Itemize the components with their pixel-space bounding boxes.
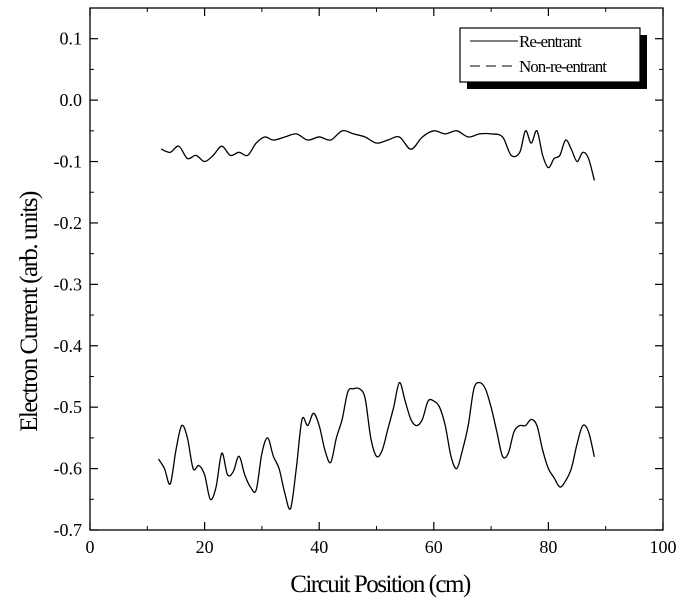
legend-box [459, 27, 641, 83]
y-tick-label: -0.4 [54, 336, 83, 356]
y-tick-label: -0.6 [54, 459, 83, 479]
x-axis-title: Circuit Position (cm) [290, 571, 471, 598]
y-tick-label: -0.5 [54, 397, 83, 417]
series-layer [158, 129, 595, 510]
y-tick-label: -0.7 [54, 520, 83, 540]
y-tick-label: -0.2 [54, 213, 83, 233]
series-line-re-entrant [160, 129, 595, 181]
x-tick-label: 0 [86, 537, 95, 557]
legend: Re-entrant Non-re-entrant [459, 27, 647, 89]
axis-ticks: 0 20 40 60 80 100 0.1 0.0 -0.1 -0.2 -0.3 -0.4 -0.5 -0… [54, 7, 677, 557]
x-tick-label: 100 [650, 537, 677, 557]
x-tick-label: 20 [196, 537, 214, 557]
y-axis-title: Electron Current (arb. units) [16, 191, 43, 432]
x-tick-label: 40 [310, 537, 328, 557]
x-tick-label: 80 [539, 537, 557, 557]
x-tick-label: 60 [425, 537, 443, 557]
y-tick-label: -0.3 [54, 274, 83, 294]
series-line-non-re-entrant [158, 381, 595, 510]
y-tick-label: 0.0 [60, 90, 83, 110]
y-tick-label: 0.1 [60, 29, 83, 49]
legend-label-non-re-entrant: Non-re-entrant [519, 57, 607, 76]
y-tick-label: -0.1 [54, 152, 83, 172]
legend-label-re-entrant: Re-entrant [519, 32, 582, 51]
